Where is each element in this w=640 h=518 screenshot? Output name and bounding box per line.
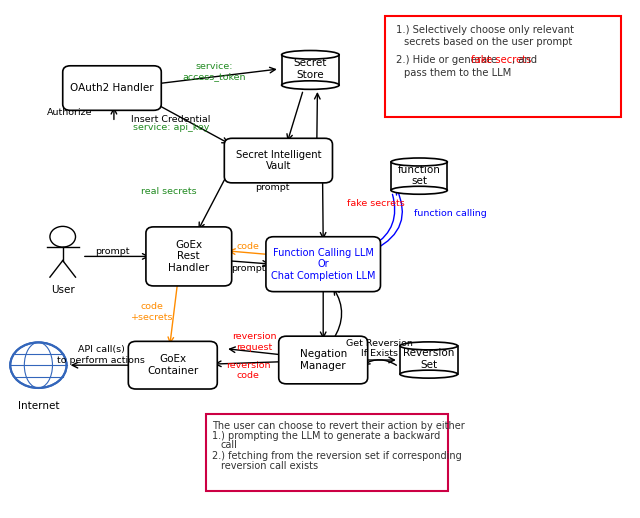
Text: service:
access_token: service: access_token — [182, 62, 246, 81]
Text: fake secrets: fake secrets — [471, 54, 531, 65]
Text: secrets based on the user prompt: secrets based on the user prompt — [404, 37, 573, 48]
FancyBboxPatch shape — [385, 16, 621, 117]
Text: 1.) prompting the LLM to generate a backward: 1.) prompting the LLM to generate a back… — [212, 431, 441, 441]
Text: reversion call exists: reversion call exists — [221, 461, 318, 471]
Ellipse shape — [400, 342, 458, 350]
Text: Insert Credential: Insert Credential — [131, 114, 211, 124]
Text: Reversion
Set: Reversion Set — [403, 349, 454, 370]
FancyBboxPatch shape — [225, 138, 333, 183]
Text: reversion
code: reversion code — [226, 361, 271, 380]
Text: Function Calling LLM
Or
Chat Completion LLM: Function Calling LLM Or Chat Completion … — [271, 248, 376, 281]
Ellipse shape — [282, 81, 339, 89]
Ellipse shape — [282, 50, 339, 59]
Text: Secret
Store: Secret Store — [294, 59, 327, 80]
Circle shape — [10, 342, 67, 388]
FancyBboxPatch shape — [128, 341, 218, 389]
Text: GoEx
Container: GoEx Container — [147, 354, 198, 376]
Circle shape — [50, 226, 76, 247]
Text: 1.) Selectively choose only relevant: 1.) Selectively choose only relevant — [396, 25, 573, 35]
Ellipse shape — [391, 186, 447, 194]
Text: prompt: prompt — [231, 264, 266, 273]
Text: Internet: Internet — [18, 401, 59, 411]
Text: real secrets: real secrets — [141, 187, 196, 196]
Text: 2.) fetching from the reversion set if corresponding: 2.) fetching from the reversion set if c… — [212, 451, 462, 461]
Text: OAuth2 Handler: OAuth2 Handler — [70, 83, 154, 93]
Text: function
set: function set — [398, 165, 440, 186]
FancyBboxPatch shape — [279, 336, 367, 384]
Ellipse shape — [400, 370, 458, 378]
Text: code: code — [237, 242, 260, 251]
Ellipse shape — [391, 158, 447, 166]
Text: call: call — [221, 440, 237, 451]
Text: pass them to the LLM: pass them to the LLM — [404, 67, 512, 78]
Text: Secret Intelligent
Vault: Secret Intelligent Vault — [236, 150, 321, 171]
Text: GoEx
Rest
Handler: GoEx Rest Handler — [168, 240, 209, 273]
Bar — [282, 55, 339, 85]
Text: 2.) Hide or generate: 2.) Hide or generate — [396, 54, 500, 65]
Text: fake secrets: fake secrets — [347, 198, 404, 208]
Text: Authorize: Authorize — [47, 108, 93, 118]
Text: API call(s)
to perform actions: API call(s) to perform actions — [57, 345, 145, 365]
Text: prompt: prompt — [255, 183, 289, 192]
Text: service: api_key: service: api_key — [132, 123, 209, 132]
Text: reversion
request: reversion request — [232, 332, 277, 352]
Text: Get Reversion
If Exists: Get Reversion If Exists — [346, 339, 413, 358]
Text: prompt: prompt — [95, 247, 129, 256]
FancyBboxPatch shape — [266, 237, 380, 292]
FancyBboxPatch shape — [146, 227, 232, 286]
Bar — [391, 162, 447, 190]
Text: , and: , and — [512, 54, 537, 65]
FancyBboxPatch shape — [63, 66, 161, 110]
Text: Negation
Manager: Negation Manager — [300, 349, 347, 371]
Text: function calling: function calling — [414, 209, 487, 218]
FancyBboxPatch shape — [206, 414, 448, 491]
Text: User: User — [51, 285, 75, 295]
Bar — [400, 346, 458, 374]
Text: code
+secrets: code +secrets — [131, 302, 173, 322]
Text: The user can choose to revert their action by either: The user can choose to revert their acti… — [212, 421, 465, 431]
